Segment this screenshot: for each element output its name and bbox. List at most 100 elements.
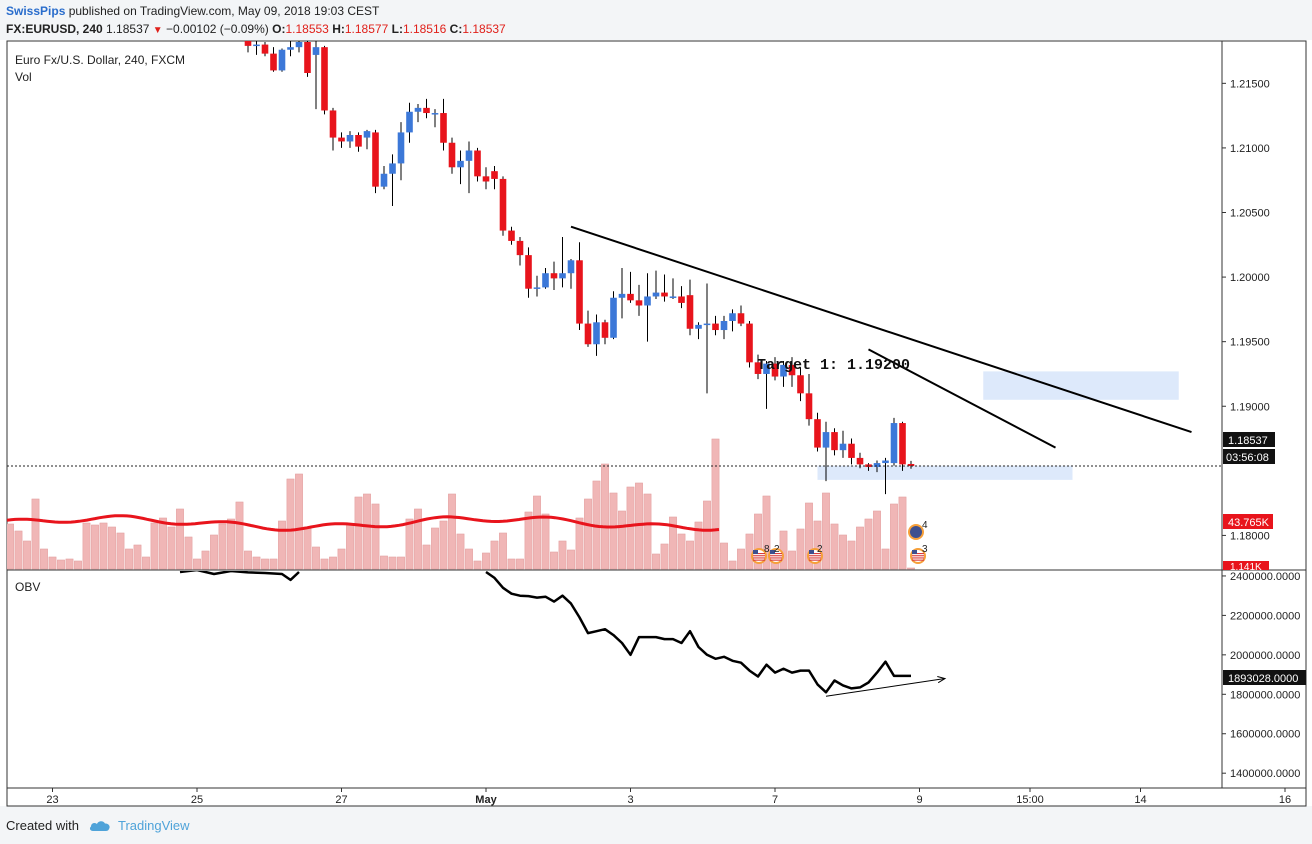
candle[interactable] [661,274,668,302]
candle[interactable] [567,259,575,289]
volume-bar [524,511,533,570]
candle[interactable] [448,137,456,174]
event-flag-icon[interactable]: 2 [807,544,823,564]
candle[interactable] [729,309,736,332]
candle[interactable] [890,417,898,466]
candle[interactable] [440,98,447,151]
candle[interactable] [346,131,354,148]
candle[interactable] [542,268,549,289]
candle[interactable] [508,226,515,245]
candle[interactable] [389,154,396,207]
trendline[interactable] [570,225,1192,434]
candle[interactable] [712,315,719,336]
candle[interactable] [576,242,583,331]
candle[interactable] [610,291,617,340]
candle[interactable] [720,315,728,340]
target-label[interactable]: Target 1: 1.19200 [757,357,910,374]
candle[interactable] [465,141,473,194]
candle[interactable] [584,310,592,347]
candle[interactable] [321,45,328,115]
candle[interactable] [491,166,498,190]
candle[interactable] [380,166,388,190]
candle[interactable] [644,273,651,342]
candle[interactable] [499,176,507,236]
obv-arrowhead [937,676,947,684]
candle[interactable] [516,237,524,266]
event-eu-icon[interactable]: 4 [908,520,928,540]
candle[interactable] [848,438,855,465]
candle[interactable] [763,361,770,409]
candle[interactable] [652,270,660,300]
candle[interactable] [338,132,345,148]
candle[interactable] [907,460,915,469]
candle[interactable] [899,421,906,471]
candle[interactable] [839,430,847,458]
volume-bar [218,523,227,570]
candle[interactable] [746,321,753,368]
candle[interactable] [525,247,532,298]
candle[interactable] [406,102,413,143]
candle[interactable] [788,357,796,387]
event-flag-icon[interactable]: 2 [768,544,784,564]
candle[interactable] [669,278,677,300]
candle[interactable] [831,428,838,456]
candle[interactable] [593,314,600,356]
candle[interactable] [423,98,430,119]
price-tick-label: 1.19000 [1230,401,1270,413]
candles-layer[interactable] [244,37,915,495]
tradingview-link[interactable]: TradingView [118,818,190,833]
candle[interactable] [244,37,252,53]
event-flag-icon[interactable]: 8 [751,544,770,564]
candle[interactable] [278,48,286,72]
trendline[interactable] [868,348,1056,449]
trendlines-layer[interactable] [570,225,1192,449]
candle[interactable] [805,373,813,426]
candle[interactable] [312,38,320,110]
candle[interactable] [474,147,481,182]
candle[interactable] [533,275,541,297]
candle[interactable] [372,129,379,194]
countdown-badge: 03:56:08 [1223,449,1275,464]
candle[interactable] [414,104,422,123]
candle[interactable] [703,283,711,394]
candle[interactable] [253,38,260,55]
candle[interactable] [601,319,609,345]
candle[interactable] [797,367,804,402]
candle[interactable] [559,237,566,288]
candle[interactable] [635,284,643,316]
candle[interactable] [397,122,405,181]
candle[interactable] [270,47,277,72]
candle[interactable] [329,107,337,151]
candle[interactable] [431,109,439,128]
candle[interactable] [261,42,269,57]
candle[interactable] [882,457,889,495]
candle[interactable] [754,354,762,380]
candle[interactable] [686,279,694,336]
volume-bar [184,536,193,570]
candle[interactable] [695,322,702,340]
candle[interactable] [363,129,371,150]
candle-body [882,460,889,464]
volume-bar [193,558,201,570]
candle[interactable] [295,37,303,53]
events-layer[interactable]: 8 2 243 [751,520,928,564]
candle[interactable] [737,305,745,327]
candle[interactable] [287,39,294,57]
candle[interactable] [780,361,787,387]
candle[interactable] [457,150,464,185]
support-zone[interactable] [817,465,1073,480]
candle[interactable] [822,421,830,482]
candle-body [831,432,838,451]
candle[interactable] [618,268,626,319]
candle[interactable] [550,261,558,290]
candle[interactable] [771,357,779,381]
author-link[interactable]: SwissPips [6,4,66,18]
candle[interactable] [482,167,490,190]
candle[interactable] [304,38,311,77]
candle[interactable] [355,132,362,152]
event-flag-icon[interactable]: 3 [910,544,928,564]
candle[interactable] [627,271,634,303]
candle[interactable] [814,412,821,452]
candle[interactable] [678,286,685,309]
